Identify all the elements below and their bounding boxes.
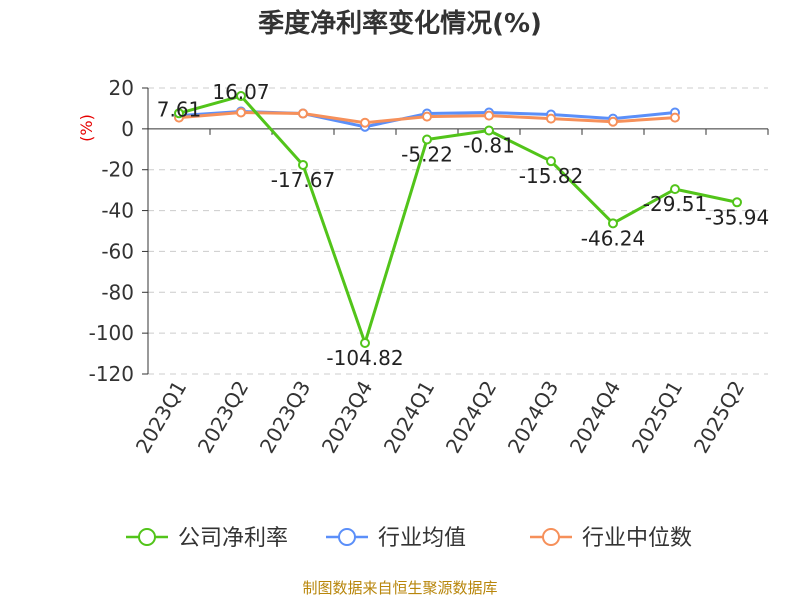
y-tick-label: -20 <box>101 158 134 182</box>
x-tick-label: 2025Q1 <box>627 377 687 458</box>
data-point <box>670 112 680 123</box>
data-point <box>670 184 680 195</box>
grid-lines <box>148 87 768 375</box>
legend-marker <box>338 528 356 546</box>
x-tick-label: 2024Q1 <box>379 377 439 458</box>
data-point <box>422 111 432 122</box>
y-tick-label: -120 <box>89 362 134 386</box>
chart-title: 季度净利率变化情况(%) <box>258 8 542 39</box>
source-note: 制图数据来自恒生聚源数据库 <box>302 579 497 597</box>
data-label: -104.82 <box>326 346 403 370</box>
data-label: 16.07 <box>212 80 269 104</box>
data-point <box>732 197 742 208</box>
data-label: -5.22 <box>401 143 453 167</box>
y-tick-label: -100 <box>89 321 134 345</box>
x-tick-label: 2024Q3 <box>503 377 563 458</box>
legend-marker <box>138 528 156 546</box>
series-lines <box>174 91 742 348</box>
x-tick-label: 2024Q2 <box>441 377 501 458</box>
data-point <box>608 218 618 229</box>
x-tick-label: 2025Q2 <box>689 377 749 458</box>
series-line <box>178 94 738 345</box>
data-point <box>174 108 184 119</box>
y-axis-label: (%) <box>77 114 96 142</box>
x-tick-label: 2023Q4 <box>317 377 377 458</box>
data-point <box>608 116 618 127</box>
x-tick-label: 2024Q4 <box>565 377 625 458</box>
data-label: -46.24 <box>581 226 645 250</box>
data-label: 7.61 <box>157 97 202 121</box>
y-tick-label: 20 <box>109 76 134 100</box>
data-point <box>422 134 432 145</box>
y-tick-label: -60 <box>101 239 134 263</box>
x-tick-label: 2023Q2 <box>193 377 253 458</box>
y-tick-label: 0 <box>121 117 134 141</box>
legend-label: 公司净利率 <box>178 526 288 551</box>
data-point <box>298 108 308 119</box>
data-point <box>484 110 494 121</box>
legend-marker <box>542 528 560 546</box>
data-point <box>236 91 246 102</box>
data-point <box>546 113 556 124</box>
legend-label: 行业均值 <box>378 526 466 551</box>
data-label: -35.94 <box>705 205 769 229</box>
data-point <box>546 156 556 167</box>
x-tick-label: 2023Q1 <box>131 377 191 458</box>
data-point <box>360 117 370 128</box>
data-label: -17.67 <box>271 168 335 192</box>
data-label: -29.51 <box>643 192 707 216</box>
data-label: -0.81 <box>463 134 515 158</box>
y-tick-label: -80 <box>101 280 134 304</box>
legend-label: 行业中位数 <box>582 526 692 551</box>
x-tick-label: 2023Q3 <box>255 377 315 458</box>
data-point <box>298 159 308 170</box>
y-tick-label: -40 <box>101 199 134 223</box>
legend: 公司净利率 行业均值 行业中位数 <box>126 526 692 551</box>
data-point <box>484 125 494 136</box>
data-point <box>236 107 246 118</box>
data-labels: 7.61 16.07 -17.67 -104.82 -5.22 -0.81-15.82 -4… <box>157 80 770 370</box>
data-label: -15.82 <box>519 164 583 188</box>
data-point <box>360 337 370 348</box>
